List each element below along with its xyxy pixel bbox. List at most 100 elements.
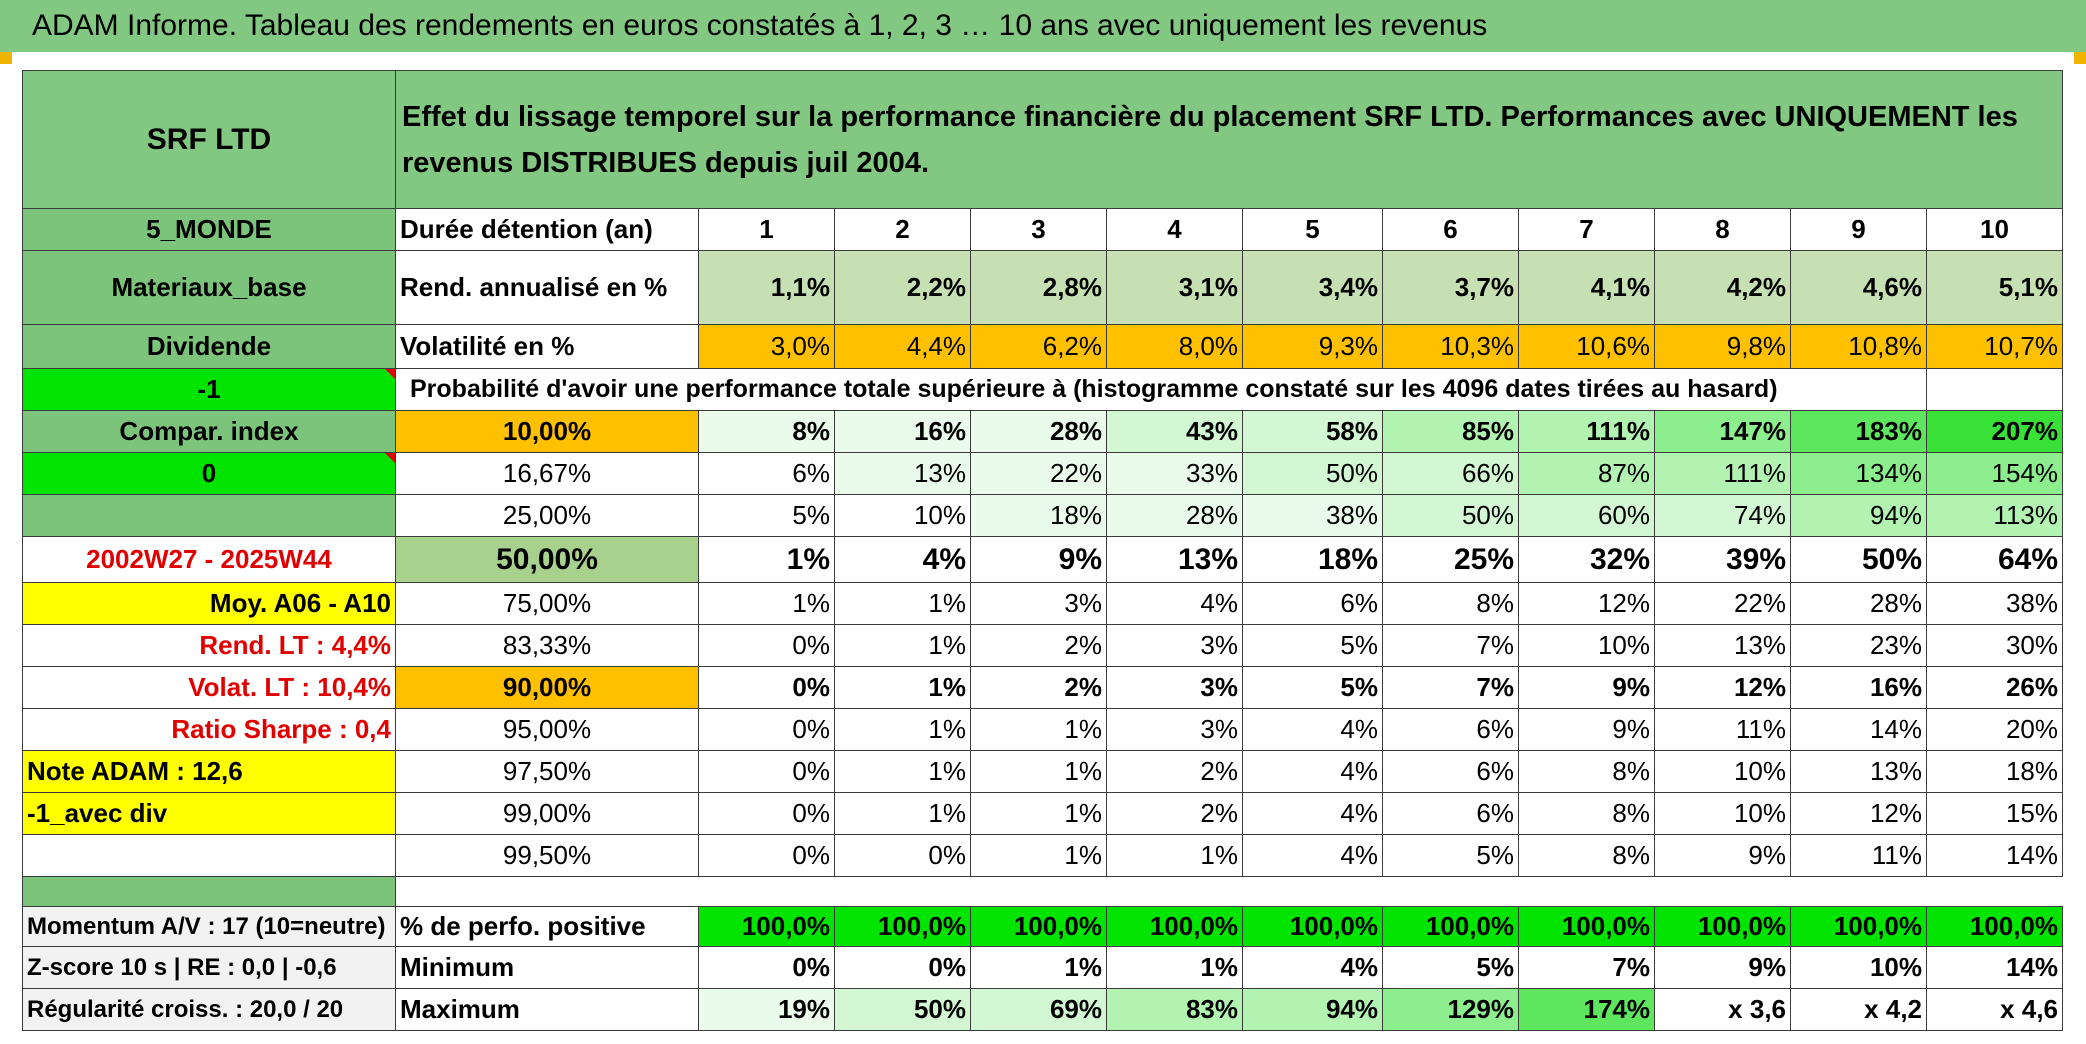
percentile-value: 1% [1106, 834, 1243, 877]
percentile-value: 18% [970, 494, 1107, 537]
rend-value: 1,1% [698, 250, 835, 325]
percentile-value: 4% [1242, 834, 1383, 877]
year-header: 5 [1242, 208, 1383, 251]
percentile-value: 134% [1790, 452, 1927, 495]
percentile-value: 8% [1518, 750, 1655, 793]
percentile-value: 4% [834, 536, 971, 583]
year-header: 7 [1518, 208, 1655, 251]
percentile-value: 14% [1790, 708, 1927, 751]
rend-value: 4,6% [1790, 250, 1927, 325]
variant-label: -1_avec div [22, 792, 396, 835]
maximum-value: 19% [698, 988, 835, 1031]
sharpe-ratio: Ratio Sharpe : 0,4 [22, 708, 396, 751]
percentile-value: 0% [698, 834, 835, 877]
momentum-label: Momentum A/V : 17 (10=neutre) [22, 906, 396, 947]
spacer-side [22, 876, 396, 907]
percentile-value: 6% [1382, 708, 1519, 751]
percentile-value: 87% [1518, 452, 1655, 495]
percentile-value: 18% [1926, 750, 2063, 793]
corner-marker-left [0, 52, 12, 64]
percentile-value: 9% [1518, 666, 1655, 709]
description: Effet du lissage temporel sur la perform… [395, 70, 2063, 209]
sector-label: Materiaux_base [22, 250, 396, 325]
percentile-value: 7% [1382, 666, 1519, 709]
percentile-label: 99,50% [395, 834, 699, 877]
rend-row: Materiaux_base Rend. annualisé en % 1,1% 2,… [22, 250, 2063, 325]
rend-value: 3,4% [1242, 250, 1383, 325]
percentile-value: 2% [970, 624, 1107, 667]
percentile-row: Note ADAM : 12,6 97,50% 0% 1% 1% 2% 4% 6% 8% 10% 1… [22, 750, 2063, 793]
rend-label: Rend. annualisé en % [395, 250, 699, 325]
percentile-value: 4% [1242, 792, 1383, 835]
percentile-value: 18% [1242, 536, 1383, 583]
report-title: ADAM Informe. Tableau des rendements en … [0, 0, 2086, 52]
percentile-value: 33% [1106, 452, 1243, 495]
moy-label: Moy. A06 - A10 [22, 582, 396, 625]
positive-value: 100,0% [834, 906, 971, 947]
vol-value: 10,3% [1382, 324, 1519, 369]
corner-marker-right [2074, 52, 2086, 64]
percentile-value: 154% [1926, 452, 2063, 495]
vol-value: 6,2% [970, 324, 1107, 369]
rend-value: 5,1% [1926, 250, 2063, 325]
percentile-value: 183% [1790, 410, 1927, 453]
minimum-value: 1% [970, 946, 1107, 989]
minimum-value: 1% [1106, 946, 1243, 989]
percentile-value: 1% [834, 708, 971, 751]
year-header: 9 [1790, 208, 1927, 251]
percentile-value: 147% [1654, 410, 1791, 453]
percentile-value: 13% [834, 452, 971, 495]
year-header: 3 [970, 208, 1107, 251]
vol-value: 9,8% [1654, 324, 1791, 369]
percentile-value: 2% [1106, 792, 1243, 835]
percentile-value: 4% [1242, 750, 1383, 793]
percentile-value: 5% [1242, 624, 1383, 667]
percentile-value: 28% [1790, 582, 1927, 625]
percentile-value: 85% [1382, 410, 1519, 453]
percentile-value: 14% [1926, 834, 2063, 877]
percentile-label: 95,00% [395, 708, 699, 751]
duree-label: Durée détention (an) [395, 208, 699, 251]
percentile-value: 23% [1790, 624, 1927, 667]
percentile-value: 66% [1382, 452, 1519, 495]
percentile-value: 12% [1790, 792, 1927, 835]
rend-value: 2,8% [970, 250, 1107, 325]
percentile-value: 1% [970, 834, 1107, 877]
maximum-label: Maximum [395, 988, 699, 1031]
percentile-value: 38% [1242, 494, 1383, 537]
minimum-value: 0% [698, 946, 835, 989]
header-row: SRF LTD Effet du lissage temporel sur la … [22, 70, 2063, 209]
percentile-value: 6% [1382, 792, 1519, 835]
percentile-value: 1% [834, 666, 971, 709]
percentile-value: 39% [1654, 536, 1791, 583]
percentile-label: 75,00% [395, 582, 699, 625]
percentile-value: 0% [834, 834, 971, 877]
percentile-value: 0% [698, 792, 835, 835]
percentile-value: 2% [970, 666, 1107, 709]
rend-value: 3,1% [1106, 250, 1243, 325]
maximum-value: x 3,6 [1654, 988, 1791, 1031]
year-header: 8 [1654, 208, 1791, 251]
maximum-value: 69% [970, 988, 1107, 1031]
percentile-value: 4% [1106, 582, 1243, 625]
vol-value: 4,4% [834, 324, 971, 369]
percentile-row: Compar. index 10,00% 8% 16% 28% 43% 58% 85% 111%… [22, 410, 2063, 453]
percentile-value: 13% [1106, 536, 1243, 583]
fund-name: SRF LTD [22, 70, 396, 209]
year-header: 2 [834, 208, 971, 251]
positive-value: 100,0% [698, 906, 835, 947]
percentile-value: 111% [1518, 410, 1655, 453]
volat-lt: Volat. LT : 10,4% [22, 666, 396, 709]
percentile-row: 2002W27 - 2025W44 50,00% 1% 4% 9% 13% 18% 25% 32… [22, 536, 2063, 583]
positive-value: 100,0% [1382, 906, 1519, 947]
percentile-value: 7% [1382, 624, 1519, 667]
region-label: 5_MONDE [22, 208, 396, 251]
percentile-value: 11% [1654, 708, 1791, 751]
percentile-value: 1% [970, 792, 1107, 835]
percentile-value: 0% [698, 708, 835, 751]
year-header: 4 [1106, 208, 1243, 251]
percentile-value: 60% [1518, 494, 1655, 537]
percentile-value: 10% [1654, 792, 1791, 835]
percentile-label: 83,33% [395, 624, 699, 667]
positive-value: 100,0% [1242, 906, 1383, 947]
